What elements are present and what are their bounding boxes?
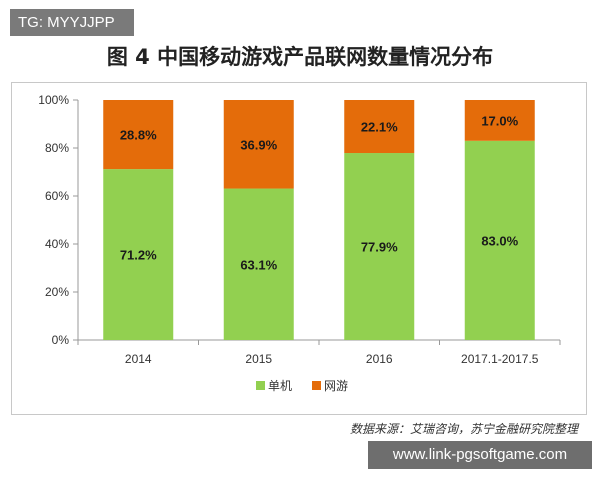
data-source-note: 数据来源：艾瑞咨询，苏宁金融研究院整理 [349,422,578,436]
top-left-tag: TG: MYYJJPP [10,9,134,36]
legend-label-1: 网游 [324,379,348,393]
y-tick-label: 100% [38,93,69,107]
chart-frame [11,82,587,415]
y-tick-label: 0% [52,333,70,347]
y-tick-label: 40% [45,237,69,251]
bar-online-0 [103,100,174,170]
stacked-bar-chart: 0% 20% 40% 60% 80% 100% 71.2% 28.8% 2014 63.1% 36.… [38,93,561,393]
data-label-single: 63.1% [240,257,277,272]
legend-label-0: 单机 [268,379,292,393]
legend-swatch-1 [312,381,321,390]
x-tick-label: 2016 [366,352,393,366]
data-label-single: 77.9% [361,240,398,255]
data-label-online: 36.9% [240,137,277,152]
data-label-single: 83.0% [481,233,518,248]
bar-single-1 [223,188,294,340]
y-tick-label: 60% [45,189,69,203]
x-tick-label: 2014 [125,352,152,366]
x-tick-label: 2015 [245,352,272,366]
y-tick-label: 80% [45,141,69,155]
bar-single-0 [103,169,174,340]
data-label-online: 28.8% [120,128,157,143]
bar-online-3 [464,100,535,141]
y-tick-label: 20% [45,285,69,299]
bar-online-2 [344,100,415,154]
data-label-single: 71.2% [120,248,157,263]
bar-single-3 [464,140,535,340]
bar-online-1 [223,100,294,189]
bar-single-2 [344,153,415,340]
chart-title: 图 4 中国移动游戏产品联网数量情况分布 [106,45,494,69]
data-label-online: 17.0% [481,113,518,128]
watermark-url: www.link-pgsoftgame.com [368,441,592,469]
data-label-online: 22.1% [361,120,398,135]
legend-swatch-0 [256,381,265,390]
x-tick-label: 2017.1-2017.5 [461,352,539,366]
